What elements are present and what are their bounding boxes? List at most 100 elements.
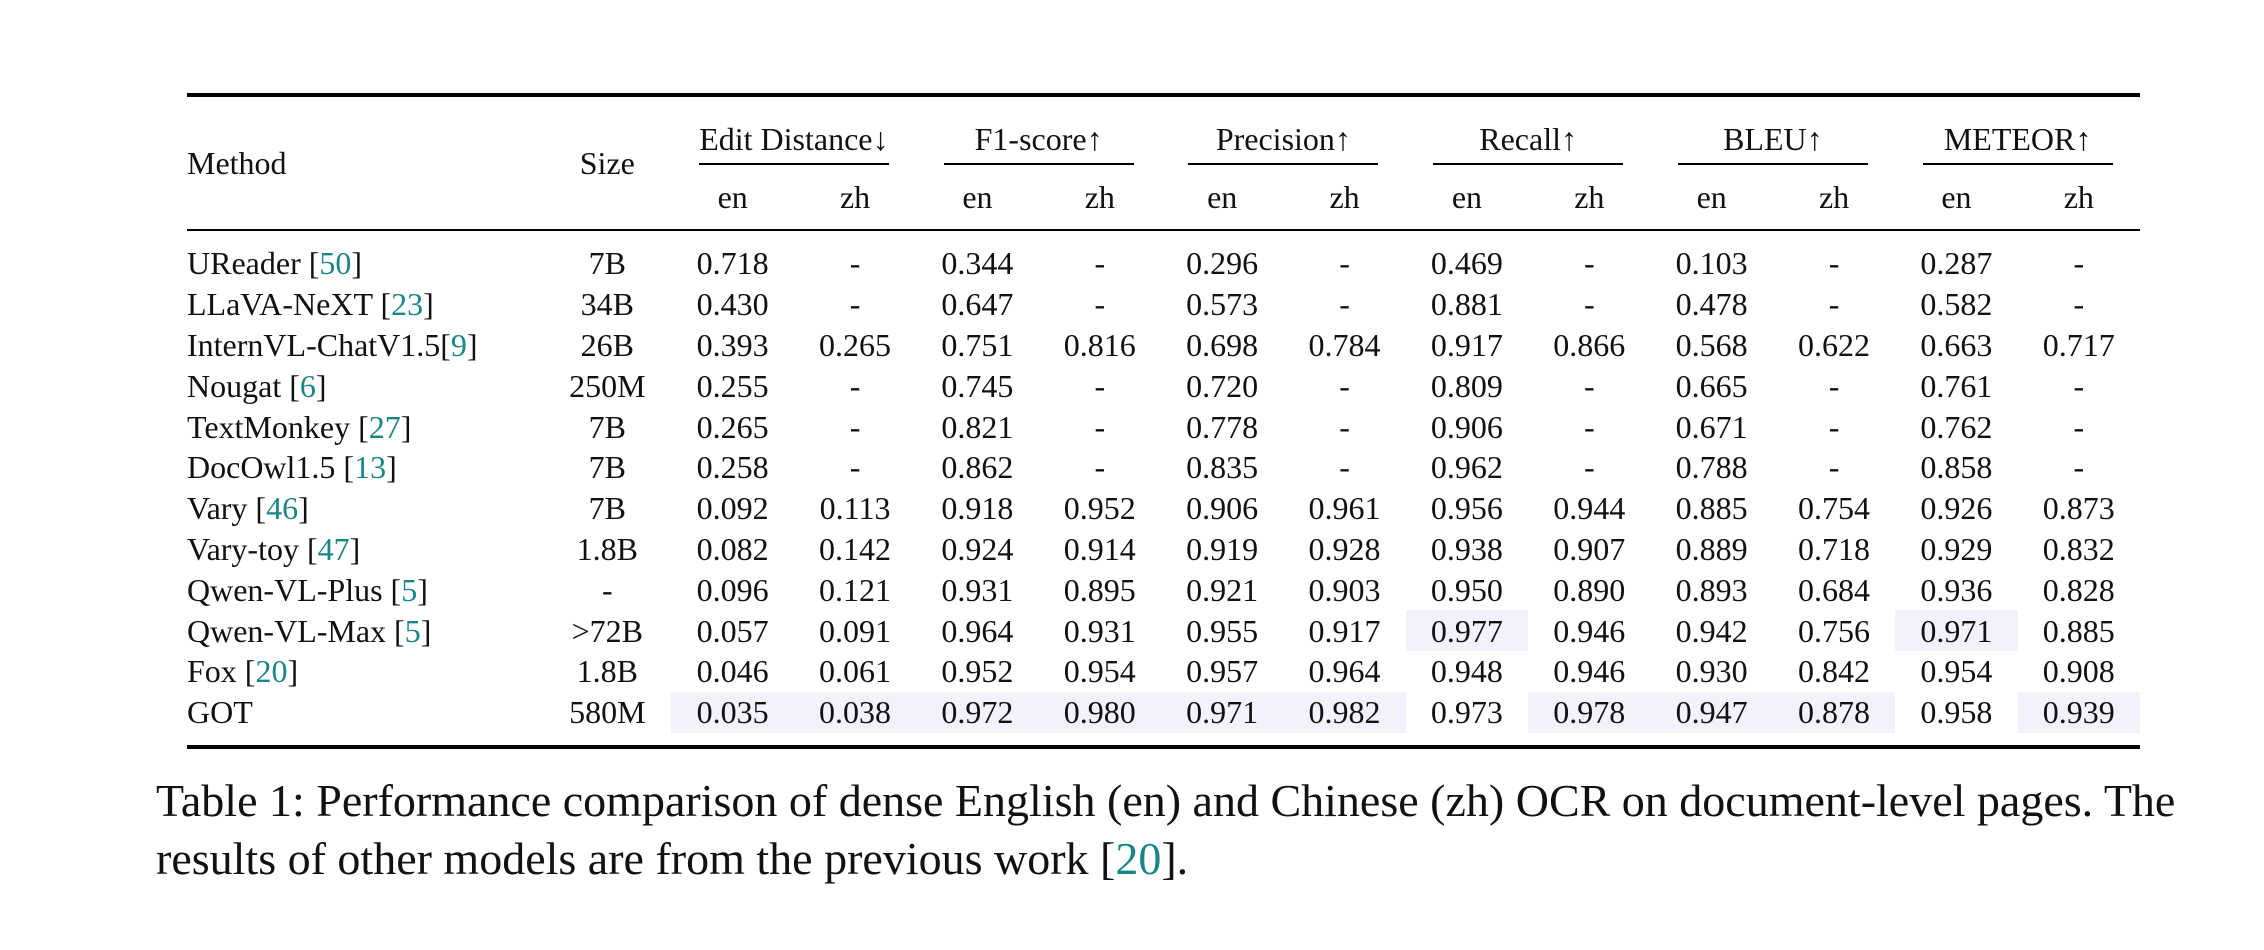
value-cell: -: [1339, 449, 1350, 486]
value-cell: 0.977: [1405, 610, 1529, 651]
header-bleu: BLEU↑: [1650, 97, 1895, 165]
value-cell: -: [1583, 408, 1595, 445]
value-cell: -: [849, 408, 861, 445]
value-cell: 0.698: [1186, 326, 1259, 363]
method-cell: UReader [50]: [187, 245, 363, 282]
value-cell: -: [1583, 449, 1595, 486]
size-cell: 1.8B: [576, 530, 638, 567]
value-cell: 0.665: [1675, 367, 1748, 404]
method-name: Qwen-VL-Max: [187, 612, 395, 649]
table-row: TextMonkey [27] 7B 0.265 - 0.821 - 0.778 - 0.906…: [187, 406, 2140, 447]
method-cell: DocOwl1.5 [13]: [187, 449, 397, 486]
citation-link[interactable]: 23: [391, 286, 424, 323]
sub-en: en: [1207, 179, 1238, 215]
value-cell: 0.835: [1186, 449, 1259, 486]
value-cell: 0.956: [1430, 490, 1503, 527]
method-cell: TextMonkey [27]: [187, 408, 412, 445]
sub-zh: zh: [2063, 179, 2094, 215]
header-f1-score: F1-score↑: [916, 97, 1161, 165]
value-cell: 0.862: [941, 449, 1014, 486]
value-cell: -: [1094, 408, 1106, 445]
value-cell: 0.921: [1186, 571, 1259, 608]
value-cell: 0.684: [1798, 571, 1871, 608]
citation-link[interactable]: 6: [299, 367, 316, 404]
value-cell: 0.952: [941, 653, 1014, 690]
header-precision: Precision↑: [1161, 97, 1406, 165]
value-cell: -: [849, 367, 861, 404]
value-cell: -: [1339, 408, 1350, 445]
value-cell: 0.832: [2042, 530, 2115, 567]
value-cell: 0.762: [1920, 408, 1993, 445]
citation-link[interactable]: 27: [368, 408, 401, 445]
value-cell: 0.878: [1772, 691, 1896, 733]
value-cell: 0.754: [1798, 490, 1871, 527]
header-meteor: METEOR↑: [1895, 97, 2140, 165]
table-row: Qwen-VL-Max [5] >72B 0.057 0.091 0.964 0.931 0…: [187, 610, 2140, 651]
value-cell: -: [1339, 367, 1350, 404]
value-cell: 0.952: [1063, 490, 1136, 527]
value-cell: 0.622: [1798, 326, 1871, 363]
value-cell: 0.265: [819, 326, 892, 363]
size-cell: 7B: [588, 408, 626, 445]
value-cell: 0.393: [696, 326, 769, 363]
value-cell: 0.881: [1430, 286, 1503, 323]
sub-en: en: [1451, 179, 1483, 215]
table-row: Nougat [6] 250M 0.255 - 0.745 - 0.720 - 0.809 - 0.…: [187, 365, 2140, 406]
value-cell: 0.858: [1920, 449, 1993, 486]
value-cell: 0.955: [1186, 612, 1259, 649]
caption-text-end: ].: [1161, 833, 1189, 884]
value-cell: 0.930: [1675, 653, 1748, 690]
caption-citation-link[interactable]: 20: [1115, 833, 1162, 884]
method-cell: InternVL-ChatV1.5[9]: [187, 326, 478, 363]
method-name: GOT: [187, 694, 253, 731]
value-cell: 0.038: [793, 691, 917, 733]
method-name: TextMonkey: [187, 408, 359, 445]
citation-link[interactable]: 13: [354, 449, 387, 486]
value-cell: 0.964: [1308, 653, 1381, 690]
citation-link[interactable]: 5: [401, 571, 418, 608]
value-cell: 0.647: [941, 286, 1014, 323]
citation-link[interactable]: 9: [450, 326, 467, 363]
value-cell: 0.924: [941, 530, 1014, 567]
size-cell: 580M: [569, 694, 646, 731]
size-cell: 7B: [588, 245, 626, 282]
sub-zh: zh: [1574, 179, 1605, 215]
value-cell: 0.663: [1920, 326, 1993, 363]
citation-link[interactable]: 46: [266, 490, 299, 527]
value-cell: 0.582: [1920, 286, 1993, 323]
value-cell: 0.057: [696, 612, 769, 649]
value-cell: -: [2073, 408, 2085, 445]
citation-link[interactable]: 50: [319, 245, 352, 282]
header-edit-distance: Edit Distance↓: [671, 97, 916, 165]
method-cell: Vary [46]: [187, 490, 309, 527]
table-row: InternVL-ChatV1.5[9] 26B 0.393 0.265 0.751 0.…: [187, 325, 2140, 366]
table-row: Vary [46] 7B 0.092 0.113 0.918 0.952 0.906 0.96…: [187, 488, 2140, 529]
value-cell: 0.061: [819, 653, 892, 690]
value-cell: 0.919: [1186, 530, 1259, 567]
value-cell: 0.784: [1308, 326, 1381, 363]
value-cell: 0.717: [2042, 326, 2115, 363]
value-cell: -: [1094, 449, 1106, 486]
method-cell: Fox [20]: [187, 653, 299, 690]
value-cell: 0.961: [1308, 490, 1381, 527]
value-cell: -: [2073, 449, 2085, 486]
value-cell: 0.761: [1920, 367, 1993, 404]
value-cell: 0.918: [941, 490, 1014, 527]
value-cell: -: [849, 245, 861, 282]
citation-link[interactable]: 20: [255, 653, 288, 690]
value-cell: 0.568: [1675, 326, 1748, 363]
citation-link[interactable]: 5: [404, 612, 421, 649]
citation-link[interactable]: 47: [317, 530, 350, 567]
value-cell: -: [1094, 367, 1106, 404]
value-cell: 0.971: [1160, 691, 1284, 733]
sub-zh: zh: [1329, 179, 1360, 215]
method-name: LLaVA-NeXT: [187, 286, 381, 323]
value-cell: 0.828: [2042, 571, 2115, 608]
value-cell: 0.946: [1553, 653, 1626, 690]
method-cell: Nougat [6]: [187, 367, 327, 404]
header-method: Method: [187, 145, 287, 181]
value-cell: 0.908: [2042, 653, 2115, 690]
value-cell: -: [1339, 286, 1350, 323]
method-name: Vary-toy: [187, 530, 307, 567]
size-cell: 7B: [588, 490, 626, 527]
